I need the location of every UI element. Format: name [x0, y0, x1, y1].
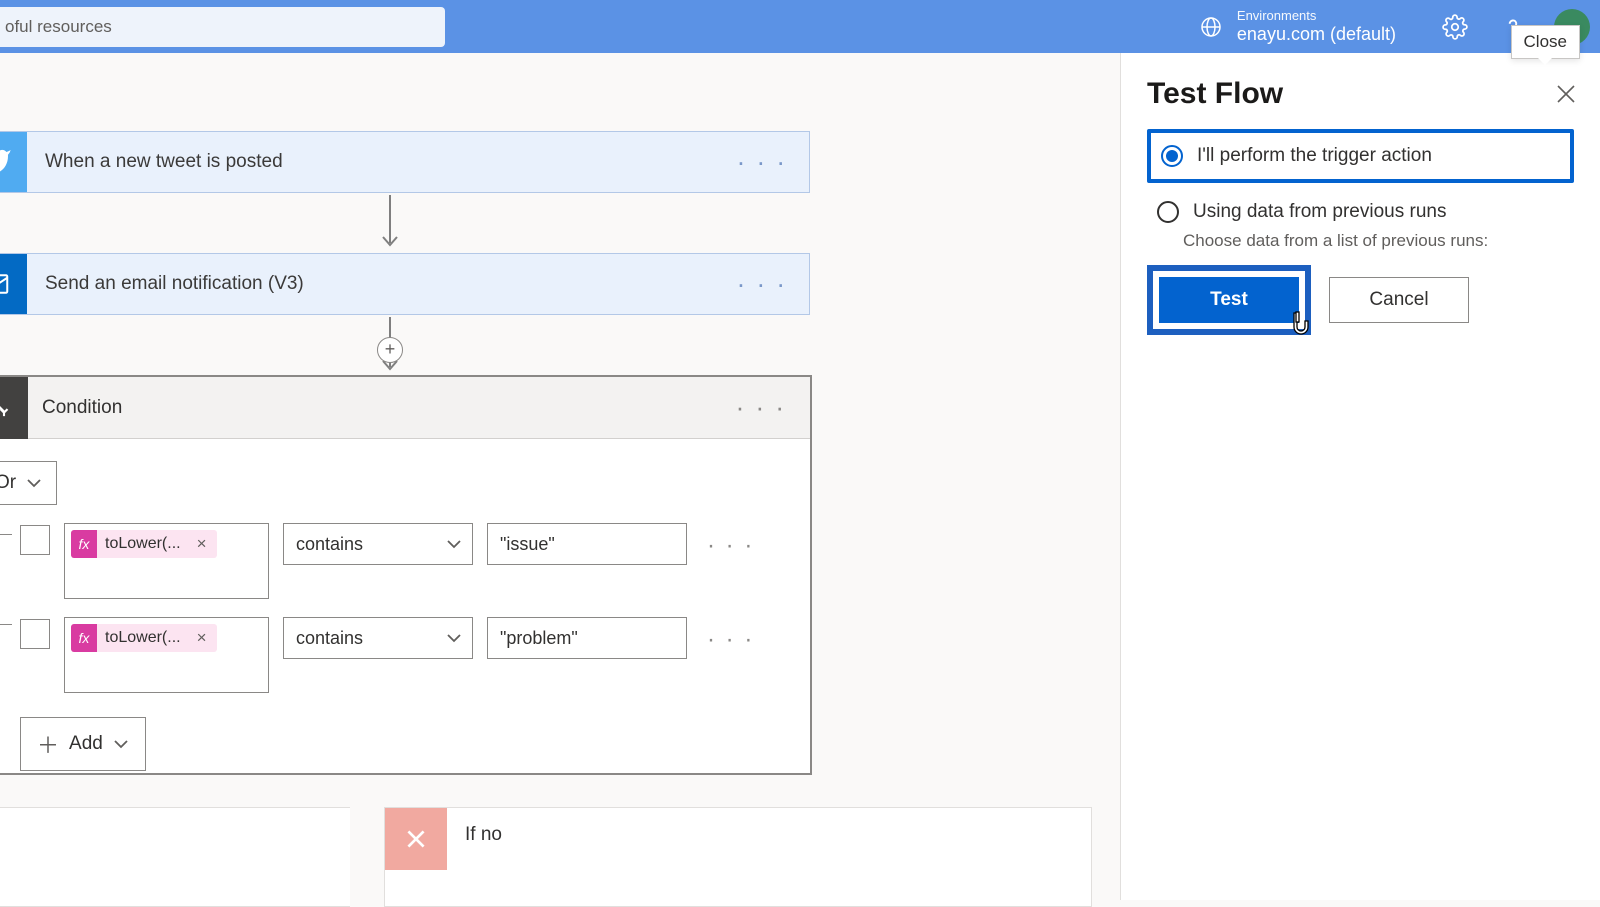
option2-sublabel: Choose data from a list of previous runs… — [1183, 231, 1574, 251]
add-step-button[interactable]: + — [377, 337, 403, 363]
test-flow-panel: Test Flow I'll perform the trigger actio… — [1120, 53, 1600, 900]
expression-token[interactable]: fx toLower(... × — [71, 530, 217, 558]
token-remove-icon[interactable]: × — [187, 534, 217, 554]
trigger-card[interactable]: When a new tweet is posted · · · — [0, 131, 810, 193]
close-icon[interactable] — [1556, 83, 1576, 111]
arrow-down-icon — [380, 195, 400, 251]
operator-value: contains — [296, 534, 363, 555]
left-operand-input[interactable]: fx toLower(... × — [64, 617, 269, 693]
action-card-email[interactable]: Send an email notification (V3) · · · — [0, 253, 810, 315]
mail-icon — [0, 254, 27, 314]
condition-header[interactable]: Condition · · · — [0, 377, 810, 439]
option1-label: I'll perform the trigger action — [1197, 145, 1432, 167]
test-button[interactable]: Test — [1159, 277, 1299, 323]
environment-picker[interactable]: Environments enayu.com (default) — [1199, 9, 1396, 45]
row-more-icon[interactable]: · · · — [707, 626, 754, 654]
trigger-title: When a new tweet is posted — [45, 151, 283, 173]
condition-row: fx toLower(... × contains "issue" · · · — [20, 523, 796, 599]
token-text: toLower(... — [97, 629, 187, 647]
operator-select[interactable]: contains — [283, 617, 473, 659]
operator-select[interactable]: contains — [283, 523, 473, 565]
if-yes-card[interactable] — [0, 807, 350, 907]
cancel-button[interactable]: Cancel — [1329, 277, 1469, 323]
radio-icon — [1161, 145, 1183, 167]
test-button-highlight: Test — [1147, 265, 1311, 335]
radio-option-manual[interactable]: I'll perform the trigger action — [1151, 133, 1570, 179]
close-tooltip: Close — [1511, 25, 1580, 59]
operator-value: contains — [296, 628, 363, 649]
row-checkbox[interactable] — [20, 619, 50, 649]
flow-canvas[interactable]: When a new tweet is posted · · · Send an… — [0, 53, 1120, 900]
token-text: toLower(... — [97, 535, 187, 553]
gear-icon[interactable] — [1442, 14, 1468, 40]
if-no-card[interactable]: If no — [384, 807, 1092, 907]
card-more-icon[interactable]: · · · — [737, 147, 787, 178]
row-checkbox[interactable] — [20, 525, 50, 555]
panel-title: Test Flow — [1147, 77, 1574, 111]
chevron-down-icon — [26, 478, 42, 488]
globe-icon — [1199, 15, 1223, 39]
radio-option-previous[interactable]: Using data from previous runs — [1147, 189, 1574, 235]
condition-card[interactable]: Condition · · · Or fx toLower(... × — [0, 375, 812, 775]
env-value: enayu.com (default) — [1237, 24, 1396, 45]
card-more-icon[interactable]: · · · — [736, 392, 786, 423]
fx-icon: fx — [71, 530, 97, 558]
chevron-down-icon — [113, 739, 129, 749]
condition-icon — [0, 377, 28, 439]
condition-title: Condition — [28, 397, 122, 419]
add-label: Add — [69, 733, 103, 755]
action-title: Send an email notification (V3) — [45, 273, 304, 295]
row-more-icon[interactable]: · · · — [707, 532, 754, 560]
panel-buttons: Test Cancel — [1147, 265, 1574, 335]
card-more-icon[interactable]: · · · — [737, 269, 787, 300]
fx-icon: fx — [71, 624, 97, 652]
value-input[interactable]: "problem" — [487, 617, 687, 659]
expression-token[interactable]: fx toLower(... × — [71, 624, 217, 652]
option1-highlight: I'll perform the trigger action — [1147, 129, 1574, 183]
option2-label: Using data from previous runs — [1193, 201, 1446, 223]
if-no-label: If no — [447, 808, 520, 906]
add-row-button[interactable]: ＋ Add — [20, 717, 146, 771]
env-label: Environments — [1237, 9, 1396, 24]
top-bar: oful resources Environments enayu.com (d… — [0, 0, 1600, 53]
radio-icon — [1157, 201, 1179, 223]
close-icon — [385, 808, 447, 870]
condition-row: fx toLower(... × contains "problem" · · … — [20, 617, 796, 693]
plus-icon: ＋ — [37, 728, 59, 760]
tree-line — [0, 487, 12, 625]
twitter-icon — [0, 132, 27, 192]
left-operand-input[interactable]: fx toLower(... × — [64, 523, 269, 599]
value-input[interactable]: "issue" — [487, 523, 687, 565]
token-remove-icon[interactable]: × — [187, 628, 217, 648]
search-input[interactable]: oful resources — [0, 7, 445, 47]
condition-body: Or fx toLower(... × contains — [0, 439, 810, 791]
chevron-down-icon — [446, 633, 462, 643]
chevron-down-icon — [446, 539, 462, 549]
